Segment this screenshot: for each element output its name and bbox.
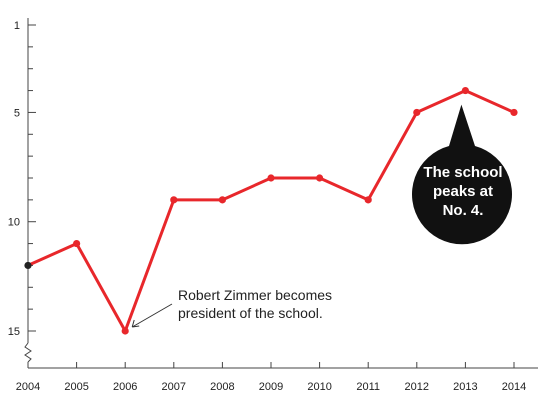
data-point (73, 239, 81, 248)
x-tick-label: 2013 (453, 381, 477, 393)
data-point (267, 174, 275, 182)
zimmer-annotation-arrow (131, 303, 173, 328)
data-point (218, 196, 226, 204)
data-point (510, 108, 518, 117)
y-axis-break (24, 342, 32, 363)
y-tick-label: 15 (8, 326, 20, 338)
y-tick-label: 5 (14, 107, 20, 119)
series (24, 86, 518, 335)
peak-bubble-line-1: The school (423, 164, 502, 181)
y-tick-label: 1 (14, 20, 20, 32)
x-tick-label: 2007 (162, 381, 186, 393)
x-tick-label: 2010 (307, 381, 331, 393)
zimmer-annotation-line-2: president of the school. (178, 305, 323, 321)
data-point (170, 196, 178, 204)
x-tick-label: 2006 (113, 381, 137, 393)
annotations: Robert Zimmer becomes president of the s… (131, 104, 512, 328)
x-tick-label: 2012 (405, 381, 429, 393)
data-point (364, 196, 372, 204)
x-tick-label: 2009 (259, 381, 283, 393)
y-tick-label: 10 (8, 217, 20, 229)
x-tick-label: 2005 (64, 381, 88, 393)
peak-bubble-line-3: No. 4. (443, 202, 484, 219)
data-point (316, 174, 324, 182)
peak-bubble-line-2: peaks at (433, 183, 493, 200)
peak-speech-bubble (411, 104, 512, 245)
x-tick-label: 2008 (210, 381, 234, 393)
zimmer-annotation-line-1: Robert Zimmer becomes (178, 287, 332, 303)
x-tick-label: 2014 (502, 381, 526, 393)
data-point (461, 86, 469, 95)
x-tick-label: 2011 (356, 381, 380, 393)
data-point (121, 327, 129, 335)
data-point (413, 108, 421, 117)
x-tick-label: 2004 (16, 381, 40, 393)
data-point (24, 261, 32, 270)
